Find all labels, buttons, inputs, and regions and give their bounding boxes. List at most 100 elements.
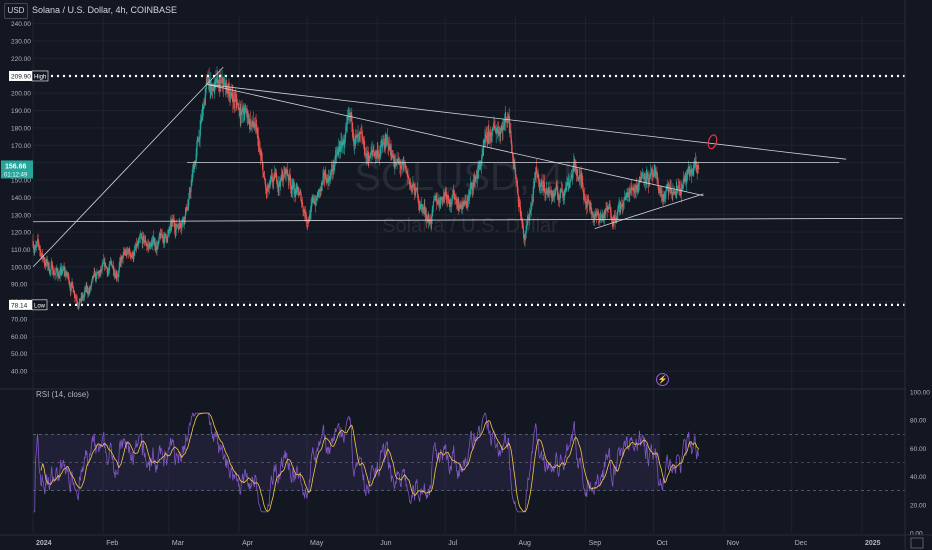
price-tick-label: 70.00 <box>11 316 28 323</box>
candle-body <box>100 269 102 273</box>
candle-body <box>447 195 449 197</box>
candle-body <box>215 78 218 83</box>
candle-body <box>337 148 339 151</box>
time-tick-label: Sep <box>589 540 602 547</box>
candle-body <box>270 175 272 179</box>
candle-body <box>292 182 294 186</box>
candle-body <box>345 132 347 138</box>
candle-body <box>320 185 322 189</box>
candle-body <box>320 188 322 190</box>
candle-body <box>590 208 592 213</box>
lightning-icon[interactable]: ⚡ <box>656 373 669 386</box>
candle-body <box>299 193 301 195</box>
candle-body <box>411 184 413 188</box>
candle-body <box>377 150 379 156</box>
candle-body <box>57 272 59 278</box>
candle-body <box>238 108 240 109</box>
candle-body <box>354 138 356 141</box>
candle-body <box>667 183 669 187</box>
candle-body <box>133 250 135 255</box>
candle-body <box>324 175 326 179</box>
candle-body <box>602 214 604 219</box>
candle-body <box>595 213 598 216</box>
candle-body <box>149 244 151 249</box>
rsi-indicator-label[interactable]: RSI (14, close) <box>36 390 89 399</box>
candle-body <box>90 283 92 287</box>
candle-body <box>518 201 520 205</box>
candle-body <box>574 163 577 165</box>
candle-body <box>273 177 275 182</box>
candle-body <box>504 116 506 119</box>
candle-body <box>583 193 585 196</box>
candle-body <box>592 211 594 217</box>
candle-body <box>606 208 608 211</box>
candle-body <box>104 262 107 267</box>
candle-body <box>283 172 286 175</box>
candle-body <box>67 274 69 276</box>
candle-body <box>423 205 425 209</box>
candle-body <box>305 212 307 217</box>
candle-body <box>71 282 73 283</box>
candle-body <box>684 178 686 179</box>
candle-body <box>426 218 428 221</box>
candle-body <box>597 211 599 214</box>
candle-body <box>683 178 685 180</box>
candle-body <box>293 187 295 194</box>
candle-body <box>556 187 558 192</box>
candle-body <box>495 131 497 133</box>
candle-body <box>308 220 310 222</box>
candle-body <box>272 181 274 183</box>
low-price-value: 78.14 <box>11 302 28 309</box>
candle-body <box>344 137 346 141</box>
candle-body <box>235 98 237 101</box>
candle-body <box>213 85 215 91</box>
candle-body <box>612 223 614 226</box>
candle-body <box>501 127 503 130</box>
candle-body <box>229 97 231 99</box>
candle-body <box>300 191 302 200</box>
candle-body <box>568 182 570 183</box>
candle-body <box>268 185 270 188</box>
candle-body <box>663 194 665 199</box>
price-tick-label: 60.00 <box>11 334 28 341</box>
candle-body <box>590 204 592 209</box>
candle-body <box>530 209 532 214</box>
candle-body <box>415 188 417 190</box>
candle-body <box>576 169 578 176</box>
candle-body <box>313 201 316 204</box>
candle-body <box>608 205 610 209</box>
candle-body <box>50 269 52 272</box>
candle-body <box>607 208 609 209</box>
candle-body <box>662 198 664 200</box>
candle-body <box>163 237 165 243</box>
candle-body <box>675 190 677 196</box>
candle-body <box>552 193 554 196</box>
candle-body <box>410 186 412 188</box>
candle-body <box>655 170 657 175</box>
candle-body <box>107 272 109 274</box>
candle-body <box>38 240 40 245</box>
candle-body <box>382 142 385 143</box>
candle-body <box>118 272 120 277</box>
candle-body <box>337 150 339 153</box>
candle-body <box>416 188 418 190</box>
candle-body <box>288 175 290 181</box>
candle-body <box>469 189 471 193</box>
candle-body <box>178 223 180 230</box>
candle-body <box>680 189 682 194</box>
currency-button[interactable]: USD <box>4 3 28 19</box>
candle-body <box>121 255 123 259</box>
candle-body <box>604 212 606 215</box>
candle-body <box>596 213 598 216</box>
candle-body <box>44 262 46 266</box>
candle-body <box>509 122 511 131</box>
candle-body <box>548 190 551 194</box>
candle-body <box>248 118 250 124</box>
candle-body <box>475 177 477 180</box>
candle-body <box>87 291 90 295</box>
candle-body <box>297 186 299 193</box>
candle-body <box>484 138 486 143</box>
candle-body <box>523 234 525 240</box>
candle-body <box>409 184 411 186</box>
